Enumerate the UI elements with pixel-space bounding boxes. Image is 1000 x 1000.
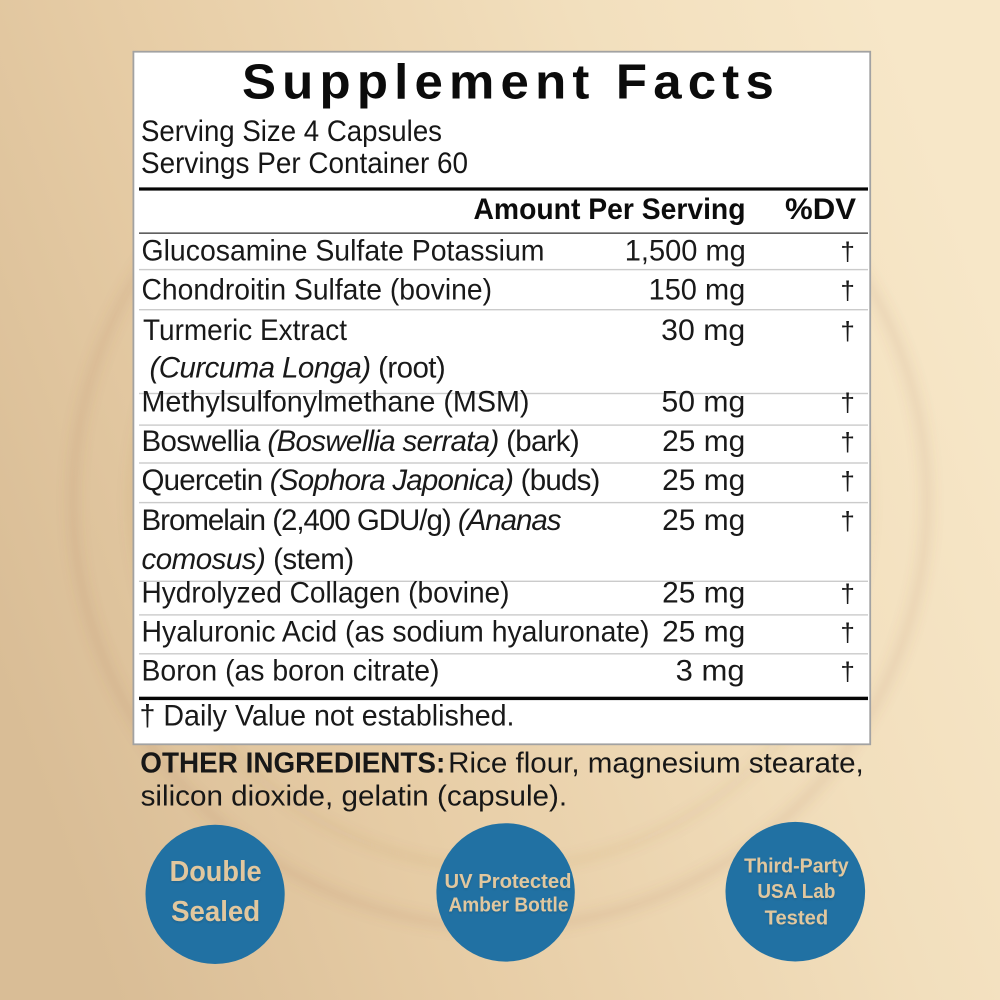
svg-text:Bromelain (2,400 GDU/g) (Anana: Bromelain (2,400 GDU/g) (Ananas: [142, 504, 562, 537]
svg-text:30 mg: 30 mg: [661, 314, 745, 347]
svg-text:Hyaluronic Acid (as sodium hya: Hyaluronic Acid (as sodium hyaluronate): [142, 616, 650, 649]
svg-text:25 mg: 25 mg: [662, 576, 745, 609]
svg-text:25 mg: 25 mg: [662, 464, 745, 497]
svg-text:†: †: [840, 316, 854, 346]
svg-text:comosus) (stem): comosus) (stem): [142, 543, 354, 576]
svg-text:Quercetin (Sophora Japonica) (: Quercetin (Sophora Japonica) (buds): [142, 464, 600, 497]
svg-text:Supplement Facts: Supplement Facts: [242, 54, 780, 109]
svg-text:Boron (as boron citrate): Boron (as boron citrate): [142, 655, 440, 688]
svg-text:%DV: %DV: [785, 193, 856, 226]
svg-text:Methylsulfonylmethane (MSM): Methylsulfonylmethane (MSM): [142, 386, 530, 419]
svg-text:Tested: Tested: [765, 906, 829, 929]
svg-text:Amount Per Serving: Amount Per Serving: [474, 193, 746, 226]
svg-text:Sealed: Sealed: [171, 896, 260, 928]
svg-text:3 mg: 3 mg: [676, 655, 745, 688]
svg-text:silicon dioxide, gelatin (caps: silicon dioxide, gelatin (capsule).: [141, 780, 567, 812]
svg-text:Hydrolyzed Collagen (bovine): Hydrolyzed Collagen (bovine): [142, 576, 510, 609]
svg-text:Chondroitin Sulfate (bovine): Chondroitin Sulfate (bovine): [142, 274, 493, 307]
svg-text:†: †: [840, 506, 854, 536]
svg-text:†: †: [840, 388, 854, 418]
svg-text:25 mg: 25 mg: [662, 504, 745, 537]
svg-text:OTHER INGREDIENTS:: OTHER INGREDIENTS:: [140, 747, 445, 779]
svg-text:†: †: [840, 276, 854, 306]
svg-text:Double: Double: [170, 856, 262, 888]
svg-text:Servings Per Container 60: Servings Per Container 60: [141, 147, 468, 180]
svg-text:UV Protected: UV Protected: [445, 870, 572, 893]
svg-text:†: †: [840, 466, 854, 496]
svg-text:Glucosamine Sulfate Potassium: Glucosamine Sulfate Potassium: [142, 234, 545, 267]
svg-text:Serving Size 4 Capsules: Serving Size 4 Capsules: [141, 115, 442, 148]
svg-text:USA Lab: USA Lab: [757, 880, 835, 903]
svg-text:†: †: [840, 236, 854, 266]
svg-text:† Daily Value not established.: † Daily Value not established.: [140, 700, 515, 733]
svg-text:1,500 mg: 1,500 mg: [625, 234, 746, 267]
svg-text:150 mg: 150 mg: [649, 274, 746, 307]
svg-text:25 mg: 25 mg: [662, 616, 745, 649]
svg-text:Rice flour, magnesium stearate: Rice flour, magnesium stearate,: [448, 747, 864, 779]
svg-text:†: †: [840, 578, 854, 608]
svg-text:†: †: [840, 427, 854, 457]
svg-text:25 mg: 25 mg: [662, 425, 745, 458]
svg-text:Boswellia (Boswellia serrata): Boswellia (Boswellia serrata) (bark): [142, 425, 580, 458]
svg-text:†: †: [840, 618, 854, 648]
svg-text:†: †: [840, 657, 854, 687]
svg-text:Turmeric Extract: Turmeric Extract: [143, 314, 347, 347]
svg-text:(Curcuma Longa) (root): (Curcuma Longa) (root): [150, 351, 446, 384]
svg-text:Amber Bottle: Amber Bottle: [449, 894, 569, 917]
svg-text:50 mg: 50 mg: [662, 386, 746, 419]
svg-text:Third-Party: Third-Party: [744, 855, 849, 878]
